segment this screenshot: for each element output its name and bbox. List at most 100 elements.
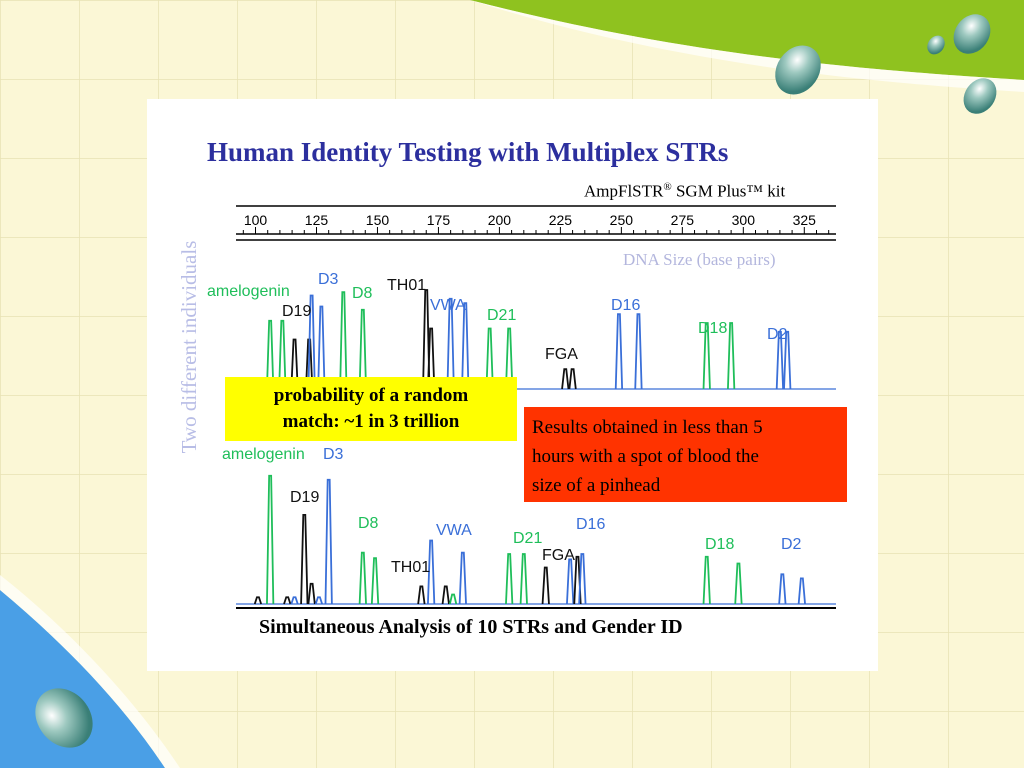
tick-label: 300 xyxy=(732,212,756,228)
tick-label: 125 xyxy=(305,212,329,228)
locus-label: VWA xyxy=(430,297,466,314)
water-drop-icon xyxy=(927,35,945,55)
locus-label: FGA xyxy=(545,346,578,363)
peak xyxy=(266,319,275,390)
peak xyxy=(541,566,550,605)
peak xyxy=(300,514,309,605)
peak xyxy=(561,368,570,390)
peak xyxy=(566,558,575,605)
locus-label: D19 xyxy=(282,303,311,320)
water-drop-icon xyxy=(953,14,991,54)
probability-line-1: probability of a random xyxy=(273,385,469,406)
peak xyxy=(290,596,299,605)
peak xyxy=(314,596,323,605)
registered-mark: ® xyxy=(663,181,672,193)
locus-label: D2 xyxy=(781,536,802,553)
locus-label: D16 xyxy=(611,297,640,314)
water-drop-icon xyxy=(775,45,821,95)
peak xyxy=(290,338,299,390)
locus-label: amelogenin xyxy=(222,446,305,463)
peak xyxy=(358,308,367,390)
tick-label: 225 xyxy=(549,212,573,228)
water-drop-icon xyxy=(963,78,997,114)
peak xyxy=(485,327,494,390)
locus-label: FGA xyxy=(542,547,575,564)
probability-highlight: probability of a random match: ~1 in 3 t… xyxy=(225,377,517,441)
results-line-1: Results obtained in less than 5 xyxy=(532,417,763,438)
results-line-2: hours with a spot of blood the xyxy=(532,446,759,467)
tick-label: 100 xyxy=(244,212,268,228)
tick-label: 250 xyxy=(610,212,634,228)
peak xyxy=(266,474,275,605)
axis-caption: DNA Size (base pairs) xyxy=(623,250,776,269)
peak xyxy=(797,577,806,605)
locus-label: D21 xyxy=(487,307,516,324)
peak xyxy=(634,313,643,390)
locus-label: D8 xyxy=(352,285,373,302)
peak xyxy=(339,291,348,390)
locus-label: D21 xyxy=(513,530,542,547)
peak xyxy=(446,297,455,390)
footer-caption: Simultaneous Analysis of 10 STRs and Gen… xyxy=(259,616,683,638)
kit-label: AmpFlSTR® SGM Plus™ kit xyxy=(584,181,785,202)
locus-label: TH01 xyxy=(391,559,430,576)
peak xyxy=(578,553,587,605)
electropherogram-chart: 100 125 150 175 200 225 250 275 300 325 amelogeni… xyxy=(207,205,836,609)
peak xyxy=(778,573,787,605)
slide-title: Human Identity Testing with Multiplex ST… xyxy=(207,137,729,167)
peak xyxy=(734,562,743,605)
tick-label: 275 xyxy=(671,212,695,228)
kit-suffix: SGM Plus™ kit xyxy=(671,181,786,201)
peak xyxy=(568,368,577,390)
peak xyxy=(505,327,514,390)
water-drop-icon xyxy=(35,688,93,748)
peak xyxy=(278,319,287,390)
peak xyxy=(775,330,785,390)
peak xyxy=(519,553,528,605)
slide-image: Human Identity Testing with Multiplex ST… xyxy=(147,99,878,671)
results-callout: Results obtained in less than 5 hours wi… xyxy=(524,407,847,502)
peak xyxy=(727,322,736,390)
peak xyxy=(614,313,624,390)
peak xyxy=(427,327,436,390)
locus-label: VWA xyxy=(436,522,472,539)
peak xyxy=(427,539,436,605)
tick-label: 325 xyxy=(793,212,817,228)
locus-label: D16 xyxy=(576,516,605,533)
kit-name: AmpFlSTR xyxy=(584,181,664,201)
peak xyxy=(358,551,367,605)
tick-label: 200 xyxy=(488,212,512,228)
results-line-3: size of a pinhead xyxy=(532,475,661,496)
peak xyxy=(370,557,380,605)
peak xyxy=(283,596,292,605)
probability-line-2: match: ~1 in 3 trillion xyxy=(282,411,460,432)
locus-label: D19 xyxy=(290,489,319,506)
green-corner-wave xyxy=(470,0,1024,80)
peak xyxy=(324,478,333,605)
locus-label: D2 xyxy=(767,326,788,343)
tick-label: 150 xyxy=(366,212,390,228)
locus-label: D18 xyxy=(705,536,734,553)
peak xyxy=(461,302,470,390)
peak xyxy=(441,585,450,605)
locus-label: D8 xyxy=(358,515,379,532)
peak xyxy=(458,551,467,605)
peak xyxy=(253,596,263,605)
locus-label: D18 xyxy=(698,320,727,337)
peak xyxy=(702,555,711,605)
peak xyxy=(783,330,792,390)
locus-label: D3 xyxy=(323,446,344,463)
peak xyxy=(307,582,316,605)
peak xyxy=(417,585,426,605)
peak xyxy=(307,294,316,390)
peak xyxy=(505,553,514,605)
locus-label: TH01 xyxy=(387,277,426,294)
peak xyxy=(422,289,431,390)
peak xyxy=(448,593,458,605)
peak xyxy=(317,305,326,390)
tick-label: 175 xyxy=(427,212,451,228)
peak xyxy=(702,322,711,390)
vertical-caption: Two different individuals xyxy=(177,240,201,454)
locus-label: D3 xyxy=(318,271,339,288)
locus-label: amelogenin xyxy=(207,283,290,300)
